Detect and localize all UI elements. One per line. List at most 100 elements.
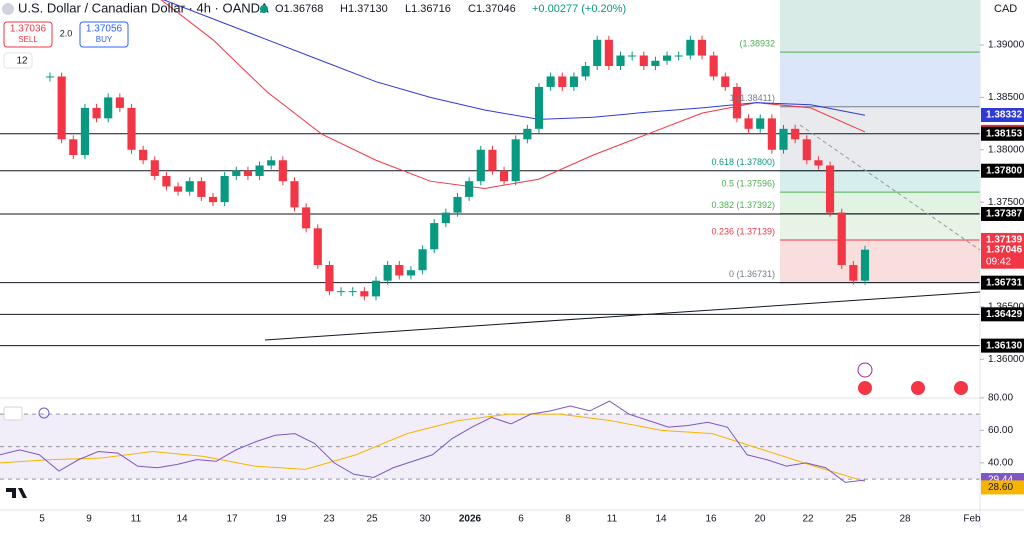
ohlc-close: C1.37046 <box>468 3 516 15</box>
candle <box>430 223 439 250</box>
candle <box>499 170 509 182</box>
candle <box>453 196 462 213</box>
x-tick-label: 5 <box>39 514 45 525</box>
fib-label: 0.618 (1.37800) <box>711 157 775 167</box>
pane-collapse[interactable] <box>3 406 23 421</box>
logo <box>6 488 27 498</box>
candle <box>604 39 613 66</box>
event-icon[interactable] <box>858 381 872 395</box>
buy-price[interactable]: 1.37056 <box>86 24 123 35</box>
rsi-line <box>0 413 866 482</box>
x-tick-label: 14 <box>655 514 667 525</box>
indicator-toggle[interactable] <box>3 52 33 69</box>
candle <box>674 55 683 57</box>
candle <box>802 139 811 161</box>
ohlc-open: O1.36768 <box>275 3 323 15</box>
x-tick-label: 23 <box>323 514 335 525</box>
fib-label: 0.236 (1.37139) <box>711 226 775 236</box>
candle <box>313 228 322 265</box>
price-label: 1.36130 <box>986 340 1023 351</box>
buy-label[interactable]: BUY <box>96 35 113 44</box>
price-label-box <box>981 242 1024 269</box>
price-label: 1.36429 <box>986 309 1023 320</box>
candle <box>162 175 171 187</box>
price-label: 1.37800 <box>986 165 1023 176</box>
fib-band <box>780 106 980 171</box>
pane-settings[interactable] <box>38 407 50 419</box>
buy-button[interactable] <box>79 21 129 48</box>
candle <box>814 160 823 166</box>
candle <box>651 60 660 66</box>
price-label-box <box>981 307 1024 322</box>
candle <box>628 55 637 57</box>
candle <box>348 291 357 293</box>
candle <box>662 55 672 61</box>
candle <box>756 118 765 129</box>
sell-button[interactable] <box>3 21 53 48</box>
event-icon[interactable] <box>911 381 925 395</box>
candle <box>220 175 229 203</box>
fib-band <box>780 52 980 107</box>
candle <box>441 212 450 224</box>
x-tick-label: 11 <box>131 514 142 525</box>
candle <box>744 118 753 129</box>
candle <box>45 76 55 78</box>
candle <box>80 107 90 156</box>
candle <box>57 76 66 140</box>
y-tick-label: 1.39000 <box>988 40 1024 51</box>
rsi-tick-label: 80.00 <box>988 393 1013 404</box>
fib-label: 1 (1.38411) <box>730 93 775 103</box>
x-tick-label: 22 <box>802 514 814 525</box>
event-icon[interactable] <box>954 381 968 395</box>
candle <box>150 160 159 176</box>
candle <box>860 249 870 281</box>
rsi-tick-label: 60.00 <box>988 425 1013 436</box>
sell-label[interactable]: SELL <box>18 35 38 44</box>
indicator-count[interactable]: 12 <box>16 56 28 67</box>
candle <box>185 181 194 192</box>
price-label: 1.38153 <box>986 128 1023 139</box>
candle <box>511 139 520 182</box>
candle <box>686 39 695 56</box>
candle <box>139 149 148 161</box>
candle <box>336 291 346 293</box>
candle <box>104 97 113 119</box>
y-tick-label: 1.36500 <box>988 302 1024 313</box>
x-tick-label: 19 <box>275 514 287 525</box>
event-icon[interactable] <box>857 362 873 378</box>
trend-line <box>264 291 981 341</box>
candle <box>779 128 788 150</box>
candle <box>476 149 485 182</box>
trend-line-dashed <box>799 124 981 251</box>
price-label-box <box>981 338 1024 353</box>
candle <box>208 196 218 203</box>
candle <box>849 264 858 281</box>
x-tick-label: 8 <box>565 514 571 525</box>
candle <box>255 165 264 176</box>
sell-price[interactable]: 1.37036 <box>10 24 47 35</box>
fib-band <box>780 192 980 214</box>
x-tick-label: Feb <box>963 514 981 525</box>
candle <box>697 39 707 56</box>
candle <box>569 76 579 87</box>
x-tick-label: 2026 <box>459 514 482 525</box>
candle <box>639 55 648 66</box>
x-tick-label: 9 <box>86 514 92 525</box>
y-tick-label: 1.36000 <box>988 354 1024 365</box>
y-tick-label: 1.38000 <box>988 144 1024 155</box>
candle <box>243 170 253 176</box>
fib-label: (1.38932 <box>739 39 775 49</box>
candle <box>791 128 800 140</box>
fib-label: 0.5 (1.37596) <box>721 178 775 188</box>
price-label-box <box>981 126 1024 141</box>
candle <box>197 181 206 197</box>
fib-band <box>780 213 980 240</box>
fib-label: 0.382 (1.37392) <box>711 200 775 210</box>
candle <box>173 186 183 192</box>
candle <box>721 76 730 87</box>
candle <box>616 55 625 66</box>
price-label: 1.38332 <box>986 110 1023 121</box>
price-label-box <box>981 275 1024 290</box>
candle <box>115 97 124 108</box>
